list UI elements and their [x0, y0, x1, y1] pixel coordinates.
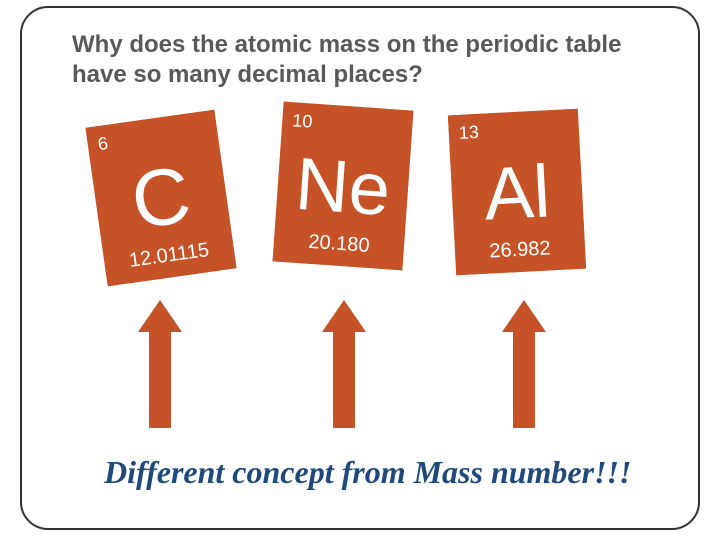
element-tile-c: 6C12.01115	[85, 110, 236, 287]
question-text: Why does the atomic mass on the periodic…	[72, 30, 662, 90]
atomic-mass: 20.180	[275, 228, 402, 260]
atomic-number: 13	[458, 122, 479, 144]
element-symbol: C	[92, 144, 230, 253]
element-symbol: Al	[452, 147, 582, 238]
atomic-number: 10	[292, 110, 313, 132]
atomic-number: 6	[97, 133, 110, 155]
atomic-mass: 26.982	[457, 236, 584, 266]
element-symbol: Ne	[277, 140, 409, 234]
footer-text: Different concept from Mass number!!!	[104, 454, 644, 491]
up-arrow-icon	[322, 300, 366, 428]
up-arrow-icon	[502, 300, 546, 428]
element-tile-al: 13 Al26.982	[448, 109, 586, 276]
up-arrow-icon	[138, 300, 182, 428]
element-tile-ne: 10 Ne20.180	[273, 102, 414, 271]
